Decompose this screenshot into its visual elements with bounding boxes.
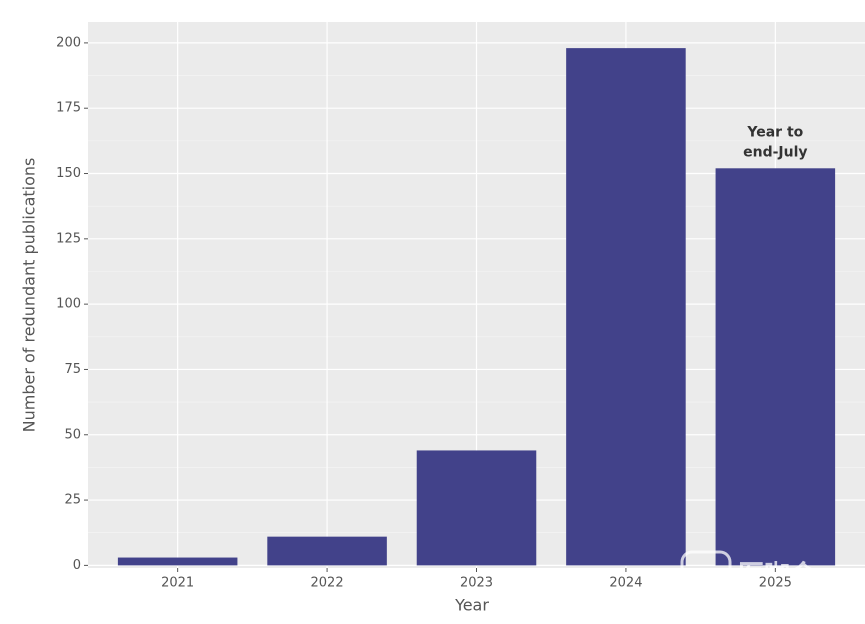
x-tick-label: 2022 <box>311 576 344 591</box>
y-tick-label: 100 <box>56 297 81 312</box>
watermark: 医咖会 <box>680 550 816 602</box>
annotation: Year to <box>746 124 803 140</box>
x-tick-label: 2023 <box>460 576 493 591</box>
x-tick-label: 2021 <box>161 576 194 591</box>
y-tick-label: 175 <box>56 101 81 116</box>
bar <box>267 536 387 566</box>
x-axis-title: Year <box>454 596 489 615</box>
y-tick-label: 25 <box>64 493 81 508</box>
y-tick-label: 50 <box>64 427 81 442</box>
bar <box>715 168 836 566</box>
bar <box>566 48 686 566</box>
y-tick-label: 150 <box>56 166 81 181</box>
watermark-logo <box>680 550 732 602</box>
y-tick-label: 200 <box>56 35 81 50</box>
bar <box>117 557 238 566</box>
y-axis-title: Number of redundant publications <box>20 158 39 433</box>
y-tick-label: 0 <box>73 558 81 573</box>
marks <box>117 48 836 566</box>
x-tick-label: 2025 <box>759 576 792 591</box>
y-tick-label: 75 <box>64 362 81 377</box>
y-tick-label: 125 <box>56 231 81 246</box>
watermark-text: 医咖会 <box>738 561 816 591</box>
bar <box>416 450 537 566</box>
x-tick-label: 2024 <box>609 576 642 591</box>
annotation: end-July <box>743 144 807 160</box>
